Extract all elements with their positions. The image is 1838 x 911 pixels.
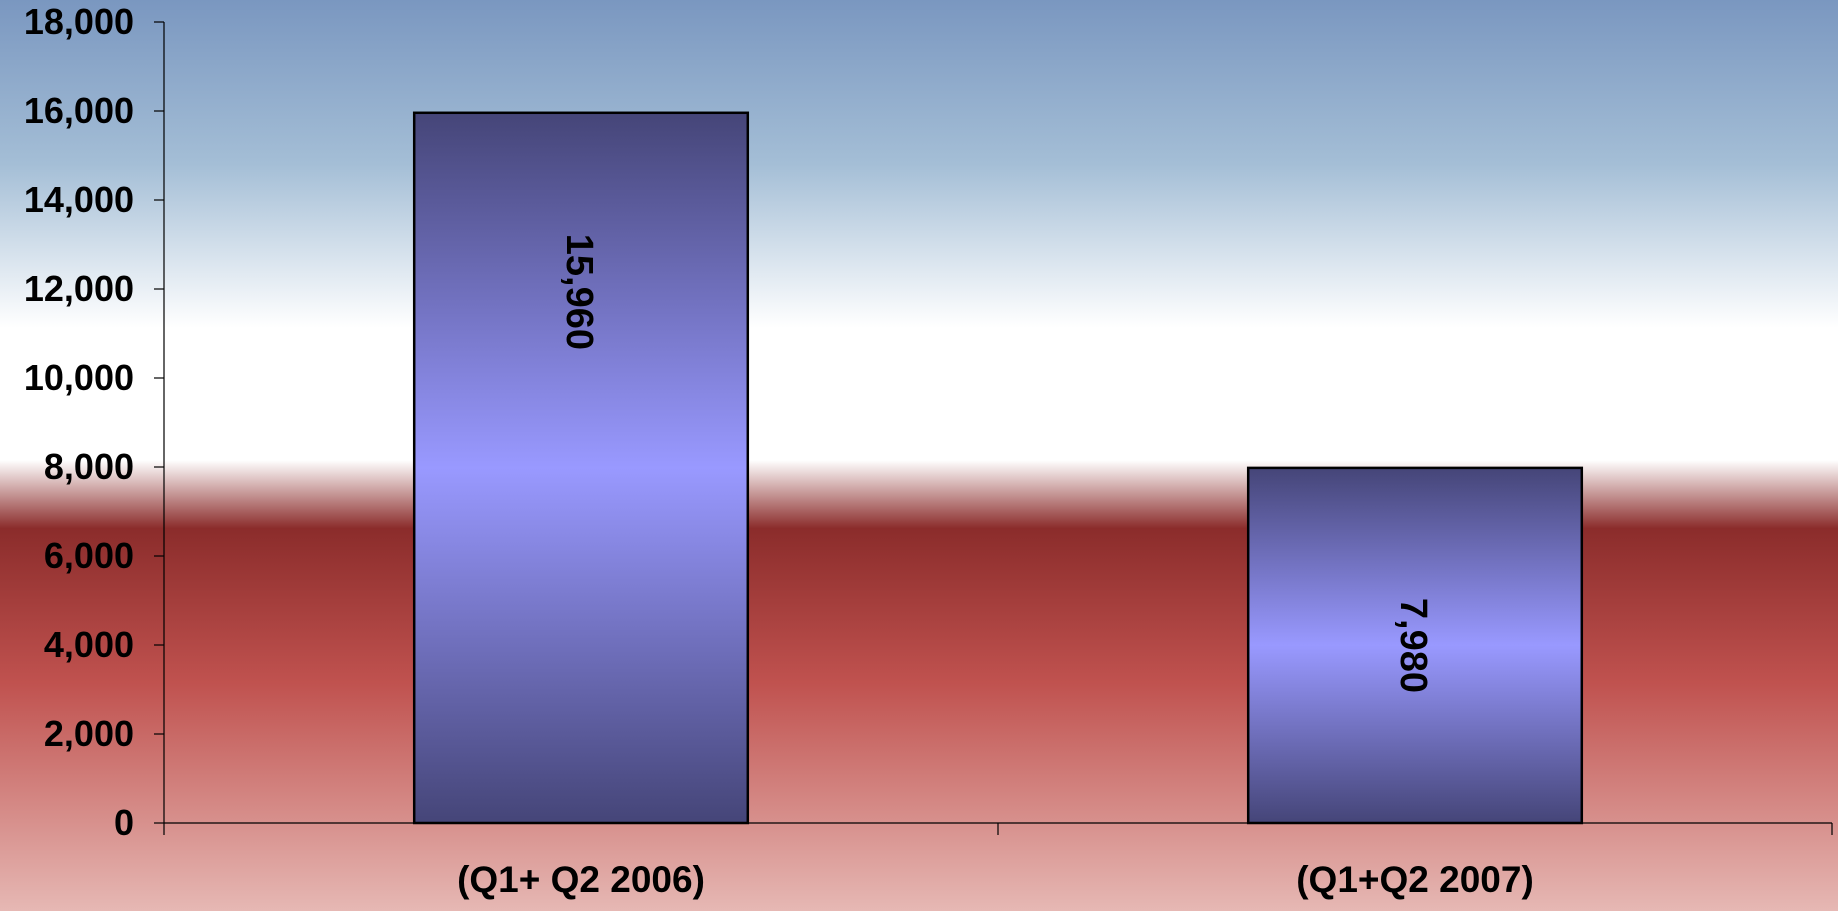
axes <box>154 21 1833 835</box>
y-tick-label: 10,000 <box>24 357 134 398</box>
x-category-label: (Q1+ Q2 2006) <box>457 859 705 900</box>
bar <box>1246 466 1584 825</box>
y-tick-label: 6,000 <box>44 535 134 576</box>
data-label: 7,980 <box>1392 598 1434 693</box>
y-tick-label: 0 <box>114 802 134 843</box>
data-label: 15,960 <box>558 234 600 350</box>
x-category-label: (Q1+Q2 2007) <box>1296 859 1534 900</box>
bars-layer <box>412 111 1584 825</box>
y-tick-label: 12,000 <box>24 268 134 309</box>
y-tick-label: 16,000 <box>24 90 134 131</box>
y-tick-label: 18,000 <box>24 1 134 42</box>
bar <box>412 111 750 825</box>
y-tick-label: 4,000 <box>44 624 134 665</box>
y-tick-label: 14,000 <box>24 179 134 220</box>
y-tick-label: 2,000 <box>44 713 134 754</box>
y-tick-label: 8,000 <box>44 446 134 487</box>
labels: 0 2,000 4,000 6,000 8,000 10,000 12,000 14,000 1… <box>24 1 1534 900</box>
